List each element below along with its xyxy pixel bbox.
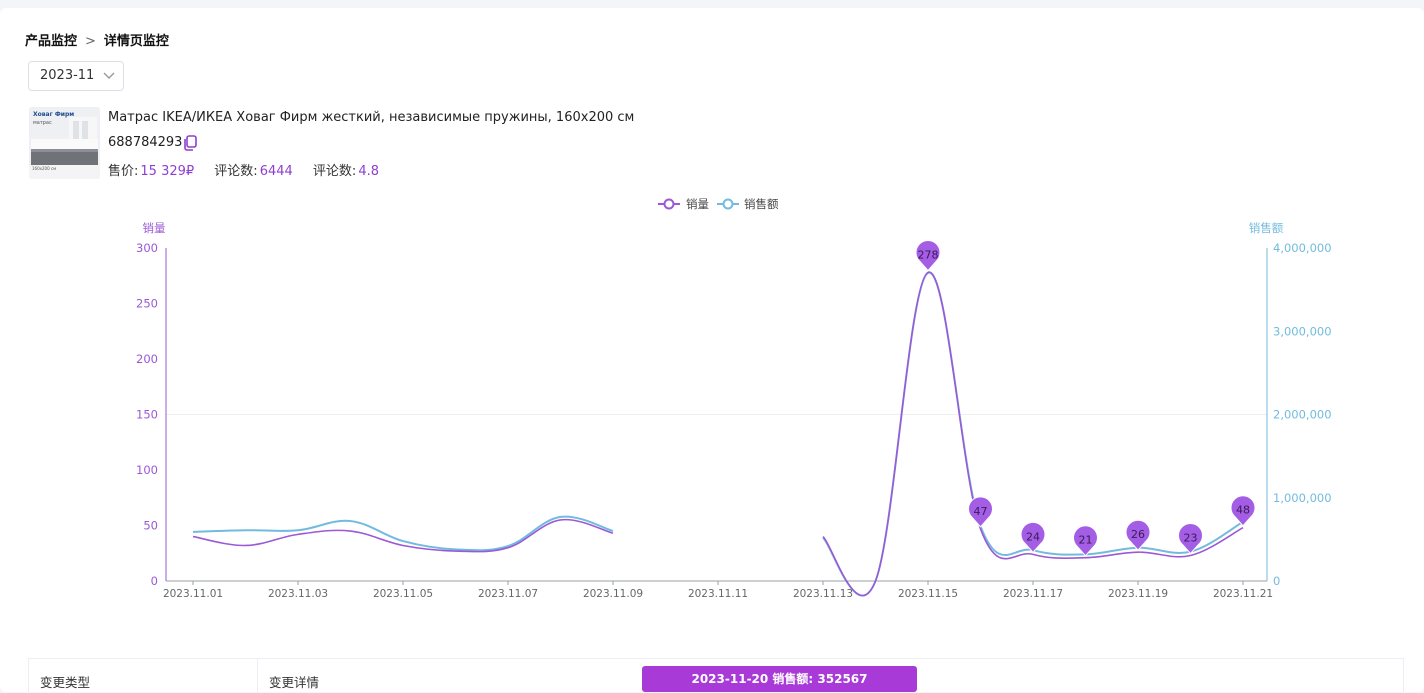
y-tick-left: 200 [136,352,158,366]
data-marker-label: 24 [1026,530,1040,543]
data-marker-pin [1178,523,1203,555]
legend-marker-sales-amount [722,198,734,210]
x-tick-label: 2023.11.09 [583,588,643,600]
y-axis-right-label: 销售额 [1249,221,1284,235]
x-tick-label: 2023.11.21 [1213,588,1273,600]
month-select[interactable]: 2023-11 [28,61,124,91]
data-marker-pin [968,496,993,528]
y-tick-left: 300 [136,241,158,255]
series-line-sales-qty [192,518,614,553]
mattress-image [29,107,100,179]
y-tick-right: 4,000,000 [1273,241,1332,255]
y-tick-right: 1,000,000 [1273,491,1332,505]
price-value: 15 329₽ [140,164,195,179]
price-label: 售价: [108,164,139,179]
legend-label-sales-qty: 销量 [686,197,709,211]
chart-tooltip: 2023-11-20 销售额: 352567 [642,666,917,692]
rating-value: 4.8 [358,164,379,179]
rating-label: 评论数: [312,164,357,179]
data-marker-label: 23 [1184,531,1198,544]
data-marker-label: 47 [974,505,988,518]
breadcrumb-current: 详情页监控 [103,34,169,49]
thumbnail-title: Ховаг Фирм [33,111,75,118]
table-header-change-type: 变更类型 [40,675,91,690]
y-tick-right: 2,000,000 [1273,408,1332,422]
thumbnail-size: 160x200 см [32,166,57,171]
y-tick-right: 0 [1273,574,1280,588]
product-title: Матрас IKEA/ИКЕА Ховаг Фирм жесткий, нез… [108,110,635,125]
product-meta: 售价: 15 329₽ 评论数: 6444 评论数: 4.8 [108,160,395,179]
reviews-value: 6444 [259,164,293,179]
x-tick-label: 2023.11.15 [898,588,958,600]
y-tick-left: 100 [136,463,158,477]
copy-icon[interactable] [183,135,197,151]
data-marker-pin [1020,521,1046,554]
y-tick-left: 0 [151,574,158,588]
data-marker-label: 21 [1079,534,1093,547]
x-tick-label: 2023.11.01 [163,588,223,600]
reviews-label: 评论数: [214,164,258,179]
content-card [0,8,1424,692]
legend-marker-sales-qty [663,198,675,210]
x-tick-label: 2023.11.03 [268,588,328,600]
y-axis-left-label: 销量 [143,221,166,235]
breadcrumb-separator: > [85,34,96,49]
x-tick-label: 2023.11.05 [373,588,433,600]
product-id: 688784293 [108,135,183,150]
y-tick-left: 150 [136,408,158,422]
series-line-sales-amount [192,515,614,552]
data-marker-pin [1125,519,1151,551]
data-marker-pin [915,240,941,272]
data-marker-label: 26 [1131,528,1145,541]
data-marker-label: 278 [918,248,939,261]
data-marker-pin [1230,495,1256,527]
table-divider [257,659,258,693]
thumbnail-subtitle: матрас [33,120,52,126]
x-tick-label: 2023.11.17 [1003,588,1063,600]
legend-label-sales-amount: 销售额 [744,197,779,211]
product-thumbnail[interactable]: Ховаг Фирм матрас 160x200 см [29,107,100,179]
data-marker-label: 48 [1236,504,1250,517]
y-tick-left: 250 [136,297,158,311]
table-header-change-detail: 变更详情 [269,675,320,690]
x-tick-label: 2023.11.19 [1108,588,1168,600]
sales-chart[interactable]: 销量 销售额05010015020025030001,000,0002,000,0… [0,0,1424,660]
y-tick-right: 3,000,000 [1273,324,1332,338]
chevron-down-icon [103,72,115,79]
breadcrumb-parent[interactable]: 产品监控 [25,34,78,49]
breadcrumb: 产品监控 > 详情页监控 [25,30,169,49]
x-tick-label: 2023.11.13 [793,588,853,600]
month-select-value: 2023-11 [40,68,95,83]
x-tick-label: 2023.11.07 [478,588,538,600]
y-tick-left: 50 [143,519,158,533]
data-marker-pin [1073,525,1098,557]
x-tick-label: 2023.11.11 [688,588,748,600]
